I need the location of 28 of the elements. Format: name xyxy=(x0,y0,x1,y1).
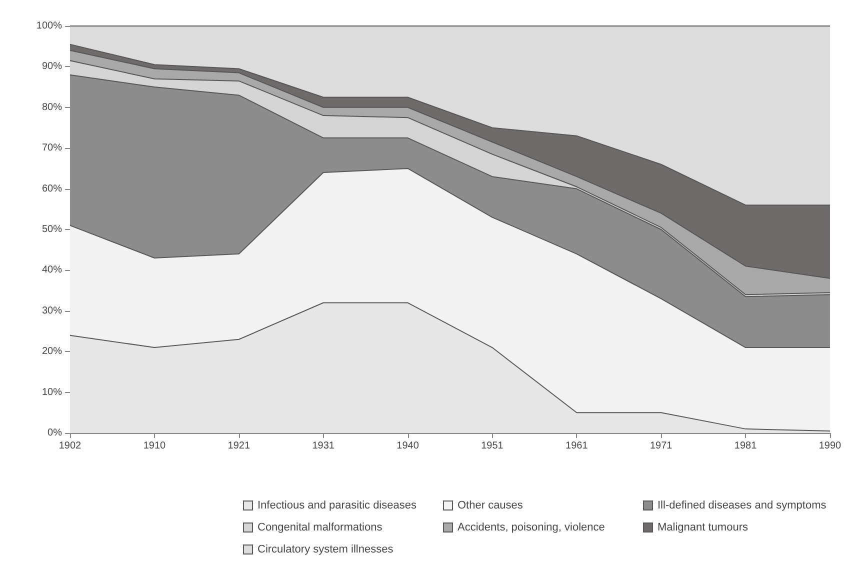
y-tick-label: 60% xyxy=(42,183,62,194)
y-tick-label: 70% xyxy=(42,142,62,154)
legend-label: Infectious and parasitic diseases xyxy=(258,500,417,512)
y-tick-label: 90% xyxy=(42,61,62,72)
y-tick-label: 100% xyxy=(36,20,62,32)
x-tick-label: 1902 xyxy=(58,440,82,452)
y-tick-label: 80% xyxy=(42,102,62,113)
x-tick-label: 1981 xyxy=(734,440,758,452)
y-tick-label: 30% xyxy=(42,305,62,316)
x-tick-label: 1921 xyxy=(228,440,250,452)
y-tick-label: 40% xyxy=(42,264,62,276)
legend-label: Circulatory system illnesses xyxy=(258,544,394,556)
legend-label: Other causes xyxy=(458,500,524,512)
y-tick-label: 0% xyxy=(48,428,62,438)
legend-label: Congenital malformations xyxy=(258,522,383,534)
x-tick-label: 1940 xyxy=(396,440,420,452)
y-tick-label: 20% xyxy=(42,346,62,358)
y-tick-label: 10% xyxy=(42,386,62,398)
x-tick-label: 1910 xyxy=(143,440,166,452)
x-tick-label: 1971 xyxy=(650,440,673,452)
y-tick-label: 50% xyxy=(42,224,62,235)
x-tick-label: 1931 xyxy=(312,440,335,452)
x-tick-label: 1951 xyxy=(481,440,504,452)
legend-label: Ill-defined diseases and symptoms xyxy=(658,500,827,512)
x-tick-label: 1961 xyxy=(566,440,588,452)
legend-label: Accidents, poisoning, violence xyxy=(458,522,605,534)
x-tick-label: 1990 xyxy=(818,440,842,452)
legend-label: Malignant tumours xyxy=(658,522,748,534)
